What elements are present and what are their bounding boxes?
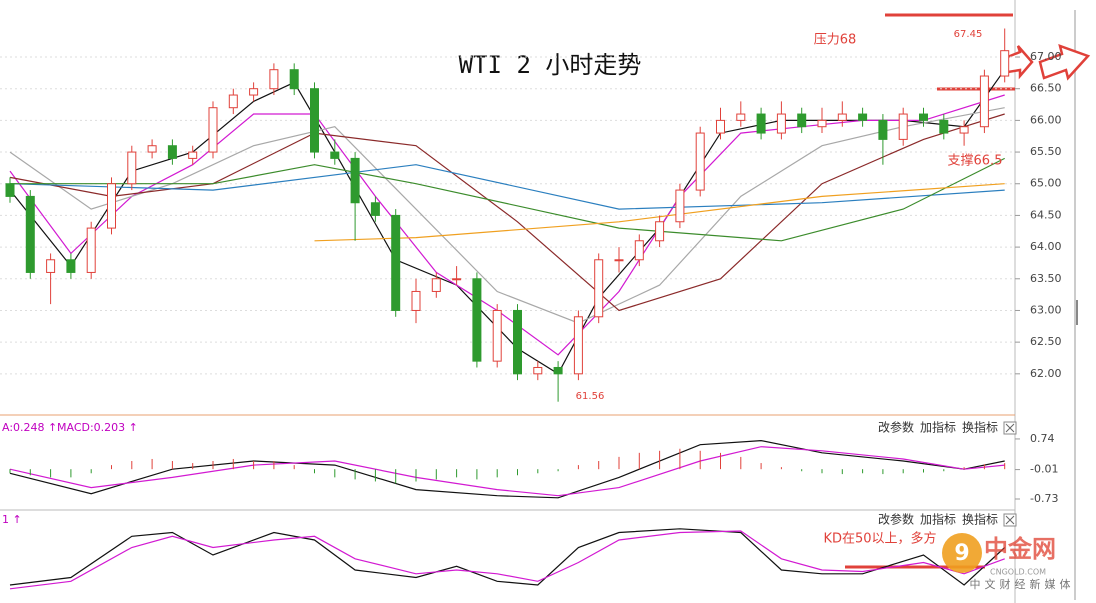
candle-body xyxy=(695,132,705,191)
candle-body xyxy=(614,259,624,262)
candle-body xyxy=(634,240,644,261)
y-tick-label: -0.01 xyxy=(1030,463,1058,476)
candle-body xyxy=(310,88,319,153)
close-icon xyxy=(1005,423,1015,433)
watermark-slogan: 中文财经新媒体 xyxy=(970,577,1075,591)
panel-button[interactable]: 改参数 xyxy=(878,420,914,435)
candle-body xyxy=(188,151,198,159)
logo xyxy=(942,533,982,573)
candle-body xyxy=(25,195,35,273)
candle-body xyxy=(127,151,137,185)
candle-body xyxy=(594,259,604,318)
y-tick-label: 67.00 xyxy=(1030,50,1062,63)
watermark-name: 中金网 xyxy=(984,535,1056,563)
panel-button[interactable]: 加指标 xyxy=(920,420,956,435)
y-tick-label: 62.00 xyxy=(1030,367,1062,380)
candle-body xyxy=(837,113,847,121)
candle-body xyxy=(86,227,96,273)
candle-body xyxy=(350,157,360,204)
candle-body xyxy=(817,119,827,128)
indicator-header: MACD:0.203 ↑ xyxy=(57,421,138,434)
candle-body xyxy=(249,88,259,96)
annotation: 61.56 xyxy=(576,391,605,402)
candle-body xyxy=(553,366,563,375)
candle-body xyxy=(228,94,238,109)
arrow xyxy=(1038,44,1091,81)
candle-body xyxy=(939,119,949,134)
close-icon xyxy=(1005,515,1015,525)
annotation: 支撑66.5 xyxy=(948,154,1003,169)
candle-body xyxy=(46,259,56,273)
candle-body xyxy=(756,113,766,134)
chart-title: WTI 2 小时走势 xyxy=(459,51,642,79)
candle-body xyxy=(167,145,177,159)
y-tick-label: 63.50 xyxy=(1030,272,1062,285)
candle-body xyxy=(370,202,380,216)
y-tick-label: 66.50 xyxy=(1030,82,1062,95)
candle-body xyxy=(431,278,441,292)
candle-body xyxy=(776,113,786,134)
candle-body xyxy=(107,183,116,229)
indicator-line xyxy=(10,157,1005,242)
y-tick-label: 65.00 xyxy=(1030,177,1062,190)
candle-body xyxy=(513,309,522,375)
annotation: 压力68 xyxy=(814,33,857,48)
indicator-line xyxy=(9,439,1005,499)
y-tick-label: 64.50 xyxy=(1030,208,1062,221)
candle-body xyxy=(736,113,746,121)
candle-body xyxy=(1000,50,1010,77)
arrow xyxy=(1003,45,1034,80)
candle-body xyxy=(452,278,462,281)
indicator-line xyxy=(314,183,1005,242)
candle-body xyxy=(5,183,15,197)
y-tick-label: 62.50 xyxy=(1030,335,1062,348)
y-tick-label: -0.73 xyxy=(1030,492,1058,505)
indicator-line xyxy=(9,528,1006,586)
y-tick-label: 64.00 xyxy=(1030,240,1062,253)
indicator-header: A:0.248 ↑ xyxy=(2,421,57,434)
candle-body xyxy=(411,290,421,311)
candle-body xyxy=(330,151,340,159)
y-tick-label: 66.00 xyxy=(1030,113,1062,126)
candle-body xyxy=(289,69,299,90)
panel-button[interactable]: 加指标 xyxy=(920,512,956,527)
candle-body xyxy=(797,113,807,128)
panel-button[interactable]: 换指标 xyxy=(962,512,998,527)
candle-body xyxy=(391,214,401,311)
indicator-line xyxy=(9,446,1005,497)
annotation: KD在50以上，多方 xyxy=(823,531,936,547)
candle-body xyxy=(533,366,543,375)
y-tick-label: 0.74 xyxy=(1030,432,1055,445)
candle-body xyxy=(878,119,888,140)
y-tick-label: 63.00 xyxy=(1030,303,1062,316)
y-tick-label: 65.50 xyxy=(1030,145,1062,158)
indicator-line xyxy=(9,530,1005,590)
watermark-site: CNGOLD.COM xyxy=(990,568,1046,577)
indicator-header: 1 ↑ xyxy=(2,513,22,526)
candle-body xyxy=(959,126,969,134)
indicator-line xyxy=(9,94,1005,356)
candle-body xyxy=(269,69,279,90)
indicator-line xyxy=(9,113,1005,312)
annotation: 67.45 xyxy=(954,29,983,40)
candle-body xyxy=(979,75,989,128)
candle-body xyxy=(898,113,908,140)
panel-button[interactable]: 换指标 xyxy=(962,420,998,435)
candle-body xyxy=(655,221,665,242)
candle-body xyxy=(858,113,868,121)
logo-mark: 9 xyxy=(954,541,969,566)
candle-body xyxy=(492,309,502,362)
candle-body xyxy=(66,259,76,273)
panel-button[interactable]: 改参数 xyxy=(878,512,914,527)
candle-body xyxy=(675,189,685,223)
candle-body xyxy=(147,145,157,153)
candle-body xyxy=(716,119,725,134)
candle-body xyxy=(573,316,583,375)
candle-body xyxy=(208,107,218,153)
indicator-line xyxy=(9,164,1005,210)
candle-body xyxy=(919,113,928,121)
candle-body xyxy=(472,278,482,362)
